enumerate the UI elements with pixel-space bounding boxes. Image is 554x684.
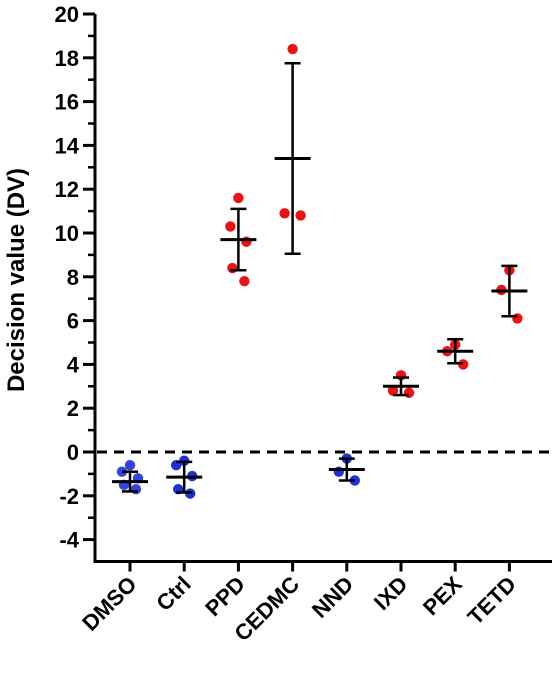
data-point — [287, 43, 298, 55]
y-tick-label: 12 — [55, 177, 79, 202]
data-point — [239, 275, 250, 287]
x-tick-label: NND — [307, 571, 358, 622]
y-tick-label: 18 — [55, 46, 79, 71]
x-tick-label: PEX — [418, 571, 467, 620]
x-tick-label: IXD — [369, 571, 413, 615]
data-point — [233, 192, 244, 204]
data-point — [512, 313, 523, 324]
x-tick-label: Ctrl — [151, 571, 195, 615]
y-tick-label: -4 — [59, 528, 79, 553]
y-tick-label: 6 — [67, 309, 79, 334]
y-tick-label: 8 — [67, 265, 79, 290]
x-tick-label: DMSO — [77, 571, 141, 635]
data-point — [387, 385, 399, 396]
y-tick-label: 0 — [67, 440, 79, 465]
data-point — [225, 221, 236, 232]
y-tick-label: 10 — [55, 221, 79, 246]
data-point — [130, 484, 142, 495]
data-point — [279, 208, 290, 219]
y-tick-label: 16 — [55, 90, 79, 115]
data-point — [403, 387, 415, 399]
data-point — [124, 459, 136, 471]
y-tick-label: 2 — [67, 396, 79, 421]
data-point — [227, 262, 238, 274]
x-tick-label: TETD — [463, 571, 521, 629]
x-tick-label: PPD — [200, 571, 250, 621]
y-axis-title: Decision value (DV) — [3, 168, 30, 392]
y-tick-label: 20 — [55, 2, 79, 27]
data-marks — [112, 43, 528, 499]
data-point — [295, 210, 306, 221]
y-tick-label: 14 — [55, 133, 80, 158]
y-tick-label: -2 — [59, 484, 79, 509]
y-tick-label: 4 — [67, 352, 80, 377]
